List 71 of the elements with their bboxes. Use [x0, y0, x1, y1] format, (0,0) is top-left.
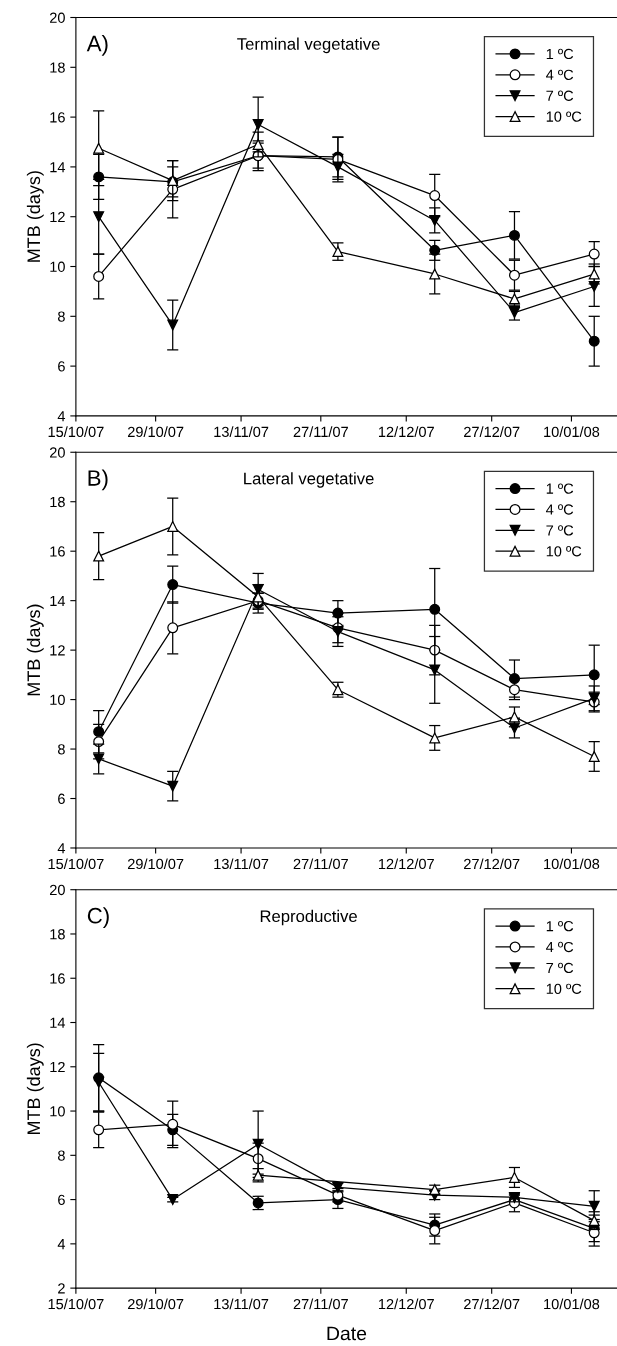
x-tick-label: 12/12/07	[378, 426, 434, 438]
y-axis-title: MTB (days)	[26, 604, 44, 696]
annotation: C)	[87, 907, 109, 928]
x-tick-label: 13/11/07	[214, 426, 269, 438]
x-tick-label: 10/01/08	[544, 1298, 600, 1310]
x-tick-label: 13/11/07	[214, 858, 269, 870]
x-tick-label: 10/01/08	[544, 426, 600, 438]
x-tick-label: 15/10/07	[48, 426, 104, 438]
legend-label: 1 ºC	[546, 48, 574, 60]
x-tick-label: 27/11/07	[293, 426, 348, 438]
y-tick-label: 14	[50, 595, 66, 606]
x-tick-label: 27/11/07	[293, 1298, 348, 1310]
y-tick-label: 12	[50, 1061, 65, 1073]
y-tick-label: 18	[50, 496, 65, 508]
y-tick-label: 8	[58, 744, 65, 755]
y-tick-label: 6	[58, 1194, 65, 1206]
y-tick-label: 10	[50, 1106, 65, 1117]
legend-label: 1 ºC	[546, 920, 574, 932]
y-tick-label: 6	[58, 793, 65, 804]
x-tick-label: 27/11/07	[293, 858, 348, 870]
x-tick-label: 29/10/07	[127, 858, 184, 870]
x-tick-label: 29/10/07	[127, 1298, 184, 1310]
text: Lateral vegetative	[244, 472, 374, 488]
annotation: A)	[86, 35, 108, 56]
y-tick-label: 20	[49, 447, 65, 458]
x-tick-label: 13/11/07	[214, 1298, 269, 1310]
y-axis-title: MTB (days)	[26, 171, 44, 262]
x-tick-label: 29/10/07	[127, 426, 184, 438]
y-tick-label: 14	[50, 1017, 66, 1028]
y-tick-label: 8	[58, 1150, 65, 1161]
y-tick-label: 18	[50, 62, 65, 73]
y-tick-label: 10	[50, 261, 65, 272]
y-tick-label: 4	[57, 1239, 66, 1250]
x-tick-label: 27/12/07	[464, 1298, 520, 1310]
legend-label: 7 ºC	[546, 962, 574, 974]
y-tick-label: 12	[50, 645, 65, 656]
y-tick-label: 4	[57, 843, 66, 854]
annotation: B)	[88, 469, 108, 491]
x-tick-label: 10/01/08	[544, 858, 600, 870]
legend-label: 10 ºC	[546, 111, 582, 122]
x-axis-title: Date	[327, 1326, 367, 1341]
x-tick-label: 15/10/07	[48, 858, 104, 870]
y-tick-label: 18	[50, 929, 65, 940]
x-tick-label: 15/10/07	[48, 1298, 104, 1310]
y-axis-title: MTB (days)	[26, 1043, 44, 1135]
legend-label: 10 ºC	[546, 983, 582, 994]
text: Reproductive	[260, 909, 357, 926]
x-tick-label: 27/12/07	[464, 858, 520, 870]
y-tick-label: 8	[58, 311, 65, 322]
legend-label: 4 ºC	[546, 504, 574, 515]
y-tick-label: 2	[58, 1283, 65, 1294]
legend-label: 10 ºC	[546, 546, 582, 557]
legend-label: 7 ºC	[546, 90, 574, 101]
y-tick-label: 20	[49, 884, 65, 896]
y-tick-label: 6	[58, 361, 65, 372]
y-tick-label: 14	[50, 162, 66, 173]
legend-label: 7 ºC	[546, 525, 574, 536]
legend-label: 4 ºC	[546, 69, 574, 81]
x-tick-label: 27/12/07	[464, 426, 520, 438]
y-tick-label: 16	[50, 973, 65, 984]
x-tick-label: 12/12/07	[378, 858, 434, 870]
y-tick-label: 12	[50, 211, 65, 222]
x-tick-label: 12/12/07	[378, 1298, 434, 1310]
y-tick-label: 4	[57, 411, 66, 422]
y-tick-label: 10	[50, 694, 65, 706]
text: Terminal vegetative	[237, 37, 380, 54]
legend-label: 4 ºC	[546, 941, 574, 953]
y-tick-label: 16	[50, 546, 65, 557]
legend-label: 1 ºC	[546, 483, 574, 494]
y-tick-label: 16	[50, 112, 65, 123]
y-tick-label: 20	[49, 12, 65, 23]
